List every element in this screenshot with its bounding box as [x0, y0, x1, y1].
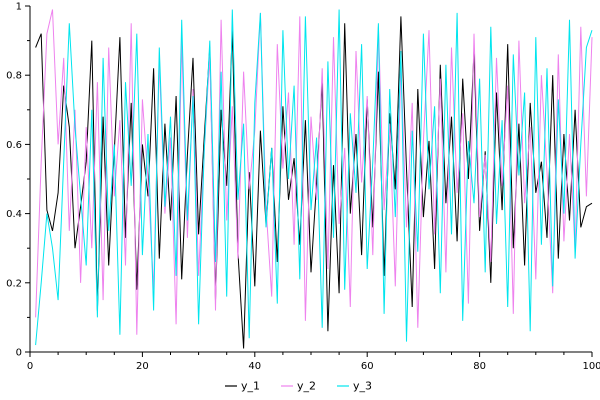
series-line-y_1	[35, 16, 593, 349]
legend-label-y_1: y_1	[241, 380, 260, 393]
x-tick-label: 0	[27, 361, 33, 372]
x-tick-label: 100	[582, 361, 600, 372]
x-tick-label: 20	[136, 361, 149, 372]
x-tick-label: 40	[248, 361, 261, 372]
y-tick-label: 0.4	[6, 209, 22, 220]
y-tick-label: 0.6	[6, 140, 22, 151]
x-tick-label: 80	[473, 361, 486, 372]
series-line-y_2	[35, 9, 593, 335]
y-tick-label: 0.2	[6, 278, 22, 289]
y-tick-label: 1	[16, 2, 22, 13]
y-tick-label: 0.8	[6, 71, 22, 82]
x-tick-label: 60	[361, 361, 374, 372]
series-line-y_3	[35, 9, 593, 346]
legend-label-y_2: y_2	[297, 380, 316, 393]
legend-label-y_3: y_3	[353, 380, 372, 393]
y-tick-label: 0	[16, 348, 22, 359]
